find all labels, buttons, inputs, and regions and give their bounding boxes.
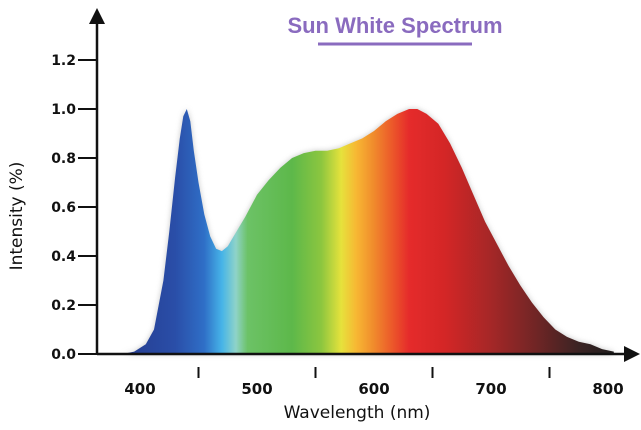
axes xyxy=(89,8,640,362)
x-tick-label: 500 xyxy=(241,380,272,398)
x-tick-label: 400 xyxy=(124,380,155,398)
x-axis-arrow xyxy=(624,346,640,362)
y-axis-label: Intensity (%) xyxy=(7,162,27,271)
y-tick-label: 0.2 xyxy=(51,298,76,314)
y-tick-label: 1.0 xyxy=(51,102,76,118)
y-tick-label: 0.4 xyxy=(51,249,76,265)
x-tick-label: 700 xyxy=(475,380,506,398)
spectrum-area xyxy=(122,109,614,354)
y-tick-label: 0.6 xyxy=(51,200,76,216)
y-tick-label: 0.8 xyxy=(51,151,76,167)
x-axis-label: Wavelength (nm) xyxy=(284,403,431,423)
x-tick-label: 800 xyxy=(592,380,623,398)
y-ticks: 0.0 0.2 0.4 0.6 0.8 1.0 1.2 xyxy=(51,53,97,363)
chart-title: Sun White Spectrum xyxy=(287,13,502,38)
x-tick-label: 600 xyxy=(358,380,389,398)
y-tick-label: 0.0 xyxy=(51,347,76,363)
spectrum-area-group xyxy=(122,109,614,354)
x-ticks: 400 500 600 700 800 xyxy=(124,367,624,398)
y-tick-label: 1.2 xyxy=(51,53,76,69)
y-axis-arrow xyxy=(89,8,105,24)
